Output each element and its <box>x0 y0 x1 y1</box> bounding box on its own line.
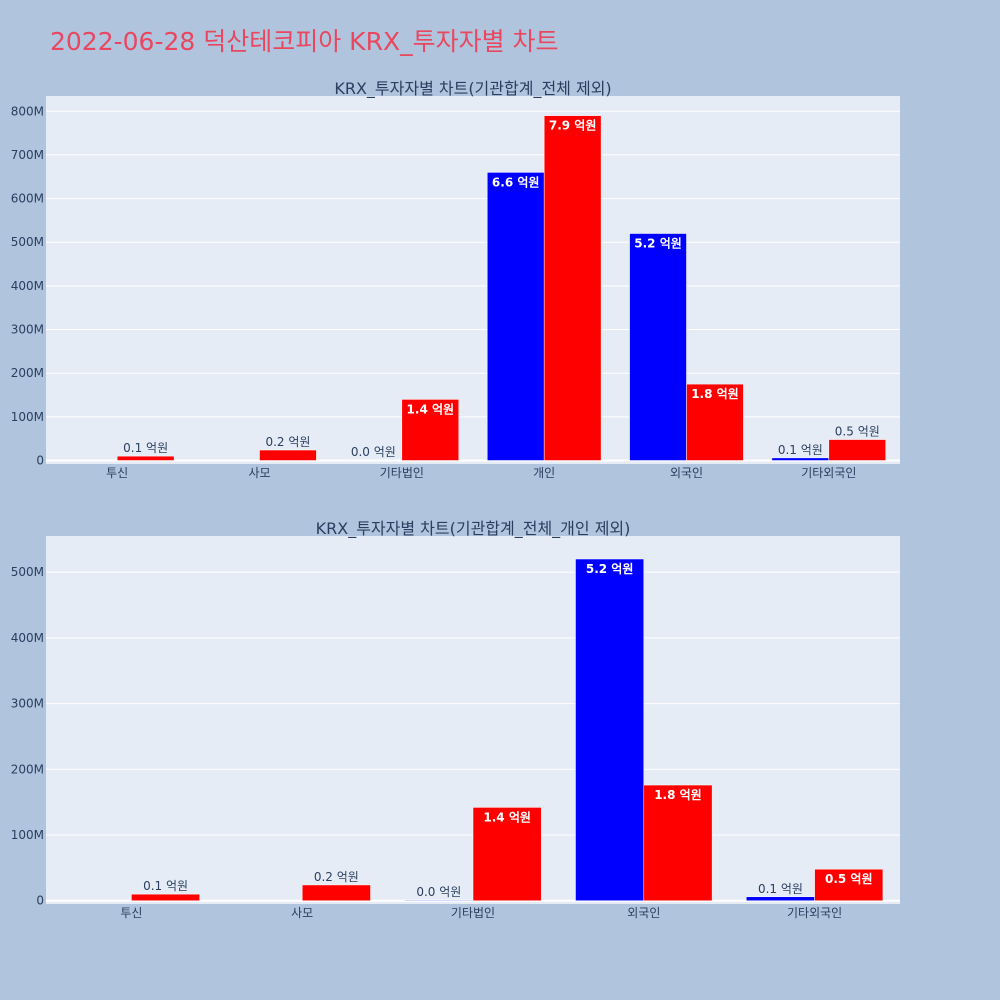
y-tick-label: 200M <box>11 366 44 380</box>
y-tick-label: 300M <box>11 323 44 337</box>
sell-bar <box>472 807 542 901</box>
data-label: 0.1 억원 <box>778 443 823 457</box>
data-label: 0.0 억원 <box>351 445 396 459</box>
y-tick-label: 600M <box>11 192 44 206</box>
data-label: 0.5 억원 <box>835 425 880 439</box>
data-label: 0.0 억원 <box>416 885 461 899</box>
buy-bar <box>486 172 545 461</box>
x-tick-label: 기타외국인 <box>801 466 856 480</box>
y-tick-label: 400M <box>11 279 44 293</box>
data-label: 0.2 억원 <box>265 435 310 449</box>
sell-bar <box>828 439 887 461</box>
data-label: 0.5 억원 <box>825 872 873 886</box>
x-tick-label: 외국인 <box>670 466 703 480</box>
y-tick-label: 500M <box>11 235 44 249</box>
plot-area <box>46 96 900 464</box>
sell-bar <box>301 884 371 901</box>
y-tick-label: 700M <box>11 148 44 162</box>
chart-title: KRX_투자자별 차트(기관합계_전체_개인 제외) <box>316 519 631 539</box>
data-label: 0.2 억원 <box>314 870 359 884</box>
buy-bar <box>629 233 687 461</box>
y-tick-label: 0 <box>36 894 44 908</box>
buy-bar <box>746 896 815 901</box>
y-tick-label: 200M <box>11 762 44 776</box>
sell-bar <box>814 868 884 901</box>
y-tick-label: 500M <box>11 565 44 579</box>
y-tick-label: 100M <box>11 828 44 842</box>
sell-bar <box>116 455 175 461</box>
chart-title: KRX_투자자별 차트(기관합계_전체 제외) <box>334 79 611 99</box>
data-label: 0.1 억원 <box>123 441 168 455</box>
sell-bar <box>401 399 460 461</box>
x-tick-label: 사모 <box>291 906 313 920</box>
buy-bar <box>404 899 474 901</box>
y-tick-label: 100M <box>11 410 44 424</box>
y-tick-label: 300M <box>11 697 44 711</box>
buy-bar <box>771 457 830 461</box>
x-tick-label: 투신 <box>106 466 128 480</box>
data-label: 1.4 억원 <box>407 402 455 416</box>
data-label: 1.8 억원 <box>654 788 702 802</box>
sell-bar <box>543 115 602 461</box>
buy-bar <box>575 558 645 901</box>
data-label: 5.2 억원 <box>634 237 682 251</box>
x-tick-label: 기타외국인 <box>787 906 842 920</box>
sell-bar <box>643 784 713 901</box>
y-tick-label: 800M <box>11 104 44 118</box>
y-tick-label: 0 <box>36 454 44 468</box>
data-label: 1.4 억원 <box>483 810 531 824</box>
x-tick-label: 외국인 <box>627 906 660 920</box>
x-tick-label: 사모 <box>248 466 270 480</box>
x-tick-label: 투신 <box>120 906 142 920</box>
data-label: 0.1 억원 <box>143 879 188 893</box>
chart-2: 0 100M 200M 300M 400M 500M KRX_투자자별 차트(기관합계_전체… <box>11 519 900 920</box>
x-tick-label: 개인 <box>533 466 555 480</box>
data-label: 0.1 억원 <box>758 882 803 896</box>
data-label: 5.2 억원 <box>586 562 634 576</box>
data-label: 1.8 억원 <box>691 387 739 401</box>
page-title: 2022-06-28 덕산테코피아 KRX_투자자별 차트 <box>50 27 559 56</box>
chart-1: 0 100M 200M 300M 400M 500M 600M 700M 800M KRX_투자자… <box>11 79 900 480</box>
x-tick-label: 기타법인 <box>380 466 424 480</box>
y-tick-label: 400M <box>11 631 44 645</box>
sell-bar <box>131 893 200 901</box>
data-label: 6.6 억원 <box>492 175 540 189</box>
data-label: 7.9 억원 <box>549 119 597 133</box>
sell-bar <box>259 449 317 461</box>
sell-bar <box>686 383 744 461</box>
x-tick-label: 기타법인 <box>451 906 495 920</box>
